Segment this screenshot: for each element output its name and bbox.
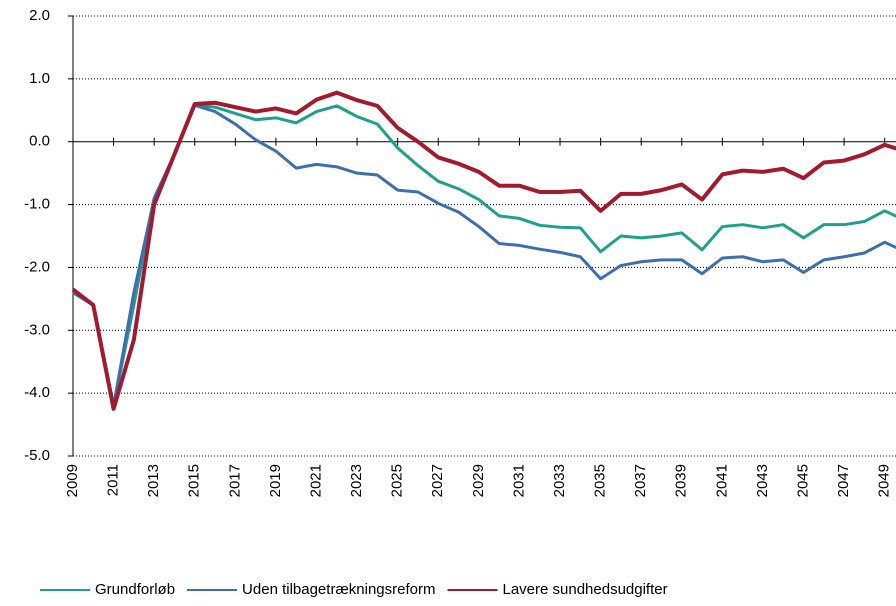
x-tick-label: 2031 xyxy=(510,464,527,497)
x-tick-label: 2029 xyxy=(470,464,487,497)
x-tick-label: 2039 xyxy=(673,464,690,497)
x-tick-label: 2013 xyxy=(145,464,162,497)
x-tick-label: 2049 xyxy=(876,464,893,497)
y-tick-label: 1.0 xyxy=(29,70,50,87)
x-tick-label: 2041 xyxy=(713,464,730,497)
y-tick-label: -3.0 xyxy=(24,321,50,338)
x-tick-label: 2023 xyxy=(348,464,365,497)
y-tick-label: 2.0 xyxy=(29,7,50,24)
y-tick-label: -5.0 xyxy=(24,447,50,464)
series-line xyxy=(72,103,896,408)
x-tick-label: 2037 xyxy=(632,464,649,497)
legend-item: Grundforløb xyxy=(40,581,175,598)
x-tick-label: 2043 xyxy=(754,464,771,497)
legend-label: Lavere sundhedsudgifter xyxy=(502,581,667,598)
y-tick-label: -4.0 xyxy=(24,384,50,401)
x-tick-label: 2027 xyxy=(429,464,446,497)
legend-item: Lavere sundhedsudgifter xyxy=(447,581,668,598)
x-tick-label: 2035 xyxy=(592,464,609,497)
x-tick-label: 2019 xyxy=(267,464,284,497)
x-tick-label: 2015 xyxy=(186,464,203,497)
series-line xyxy=(72,103,896,408)
legend-item: Uden tilbagetrækningsreform xyxy=(187,581,435,598)
x-tick-label: 2009 xyxy=(64,464,81,497)
series-line xyxy=(71,90,896,411)
legend-label: Grundforløb xyxy=(95,581,175,598)
y-tick-label: 0.0 xyxy=(29,133,50,150)
x-tick-label: 2025 xyxy=(389,464,406,497)
x-tick-label: 2033 xyxy=(551,464,568,497)
x-tick-label: 2045 xyxy=(795,464,812,497)
x-tick-label: 2017 xyxy=(226,464,243,497)
y-tick-label: -2.0 xyxy=(24,258,50,275)
x-tick-label: 2047 xyxy=(835,464,852,497)
x-tick-label: 2021 xyxy=(307,464,324,497)
legend-label: Uden tilbagetrækningsreform xyxy=(242,581,435,598)
y-tick-label: -1.0 xyxy=(24,196,50,213)
x-tick-label: 2011 xyxy=(105,464,122,496)
